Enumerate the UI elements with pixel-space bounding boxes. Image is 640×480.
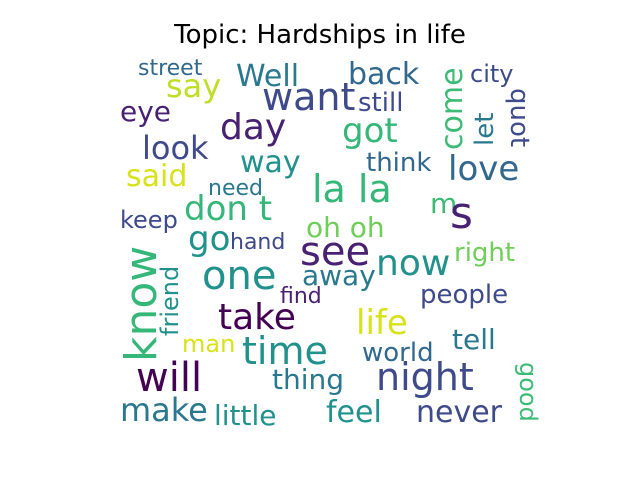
- word-see: see: [300, 229, 371, 275]
- word-la-la: la la: [312, 167, 392, 211]
- word-don-t: don t: [184, 189, 273, 229]
- word-keep: keep: [120, 206, 178, 234]
- word-well: Well: [236, 59, 300, 94]
- word-way: way: [240, 145, 301, 180]
- word-never: never: [416, 395, 503, 430]
- word-friend: friend: [156, 265, 184, 336]
- word-still: still: [358, 88, 404, 118]
- word-cloud: street say Well back come city want stil…: [116, 56, 542, 432]
- word-man: man: [182, 330, 236, 358]
- word-thing: thing: [272, 363, 345, 396]
- word-s: s: [450, 188, 473, 239]
- word-got: got: [342, 111, 398, 151]
- word-oh-oh: oh oh: [306, 211, 385, 244]
- word-life: life: [356, 303, 408, 343]
- word-said: said: [126, 159, 188, 194]
- word-love: love: [448, 149, 520, 189]
- word-eye: eye: [120, 95, 172, 128]
- word-day: day: [220, 107, 287, 148]
- chart-title: Topic: Hardships in life: [174, 20, 466, 50]
- word-will: will: [136, 355, 203, 401]
- word-world: world: [362, 338, 434, 368]
- word-right: right: [454, 238, 516, 268]
- word-night: night: [376, 355, 474, 399]
- word-take: take: [218, 297, 296, 338]
- word-want: want: [262, 75, 356, 119]
- word-little: little: [214, 399, 277, 432]
- word-back: back: [348, 57, 420, 92]
- word-say: say: [166, 67, 222, 105]
- word-good: good: [514, 362, 542, 422]
- word-come: come: [435, 67, 470, 150]
- word-go: go: [188, 219, 231, 259]
- word-need: need: [208, 176, 263, 201]
- word-make: make: [120, 391, 208, 429]
- word-tell: tell: [452, 323, 496, 356]
- word-one: one: [202, 253, 277, 299]
- word-now: now: [376, 243, 451, 284]
- word-feel: feel: [326, 395, 382, 430]
- word-hand: hand: [230, 230, 286, 255]
- word-away: away: [302, 259, 376, 292]
- word-m: m: [430, 187, 458, 220]
- word-time: time: [242, 329, 328, 373]
- word-think: think: [366, 148, 432, 178]
- word-city: city: [470, 60, 514, 88]
- word-find: find: [280, 284, 322, 309]
- word-street: street: [138, 56, 203, 81]
- word-let: let: [470, 112, 500, 146]
- word-look: look: [142, 129, 209, 167]
- word-quot: quot: [504, 88, 534, 148]
- word-people: people: [420, 280, 509, 310]
